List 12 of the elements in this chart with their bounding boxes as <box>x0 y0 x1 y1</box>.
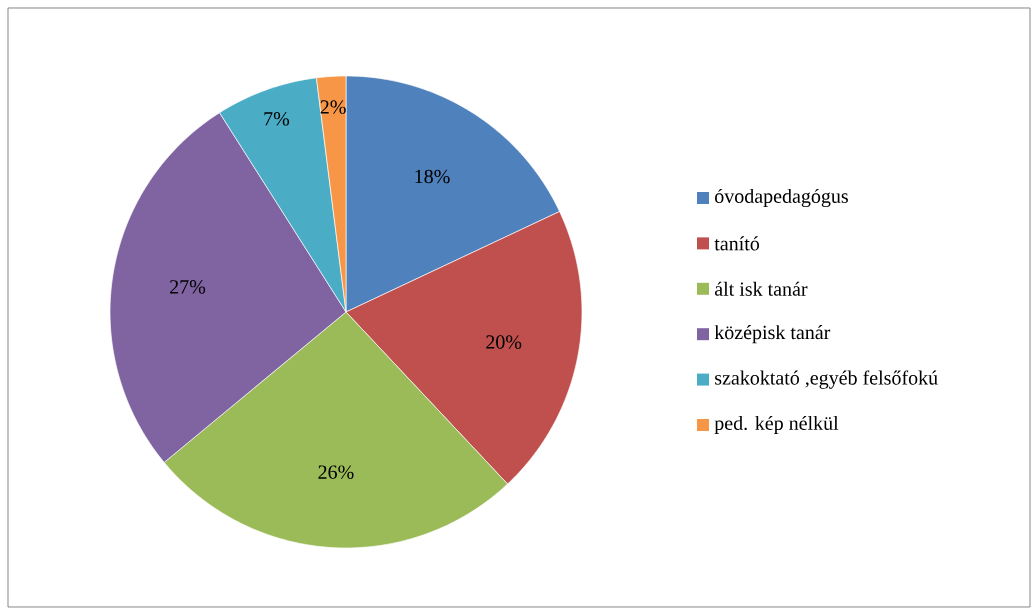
data-label: 2% <box>320 100 346 114</box>
data-label: 18% <box>415 169 450 184</box>
data-label: 20% <box>486 335 522 349</box>
data-label: 27% <box>170 280 206 294</box>
data-label: 7% <box>264 112 290 126</box>
legend-label: szakoktató ,egyéb felsőfokú <box>715 370 938 389</box>
legend-label: ped. kép nélkül <box>714 415 839 435</box>
legend-label: ált isk tanár <box>714 281 808 296</box>
data-label: 26% <box>318 465 354 479</box>
legend-label: tanító <box>714 236 760 251</box>
legend-label: óvodapedagógus <box>715 188 848 208</box>
legend-label: középisk tanár <box>714 325 831 344</box>
